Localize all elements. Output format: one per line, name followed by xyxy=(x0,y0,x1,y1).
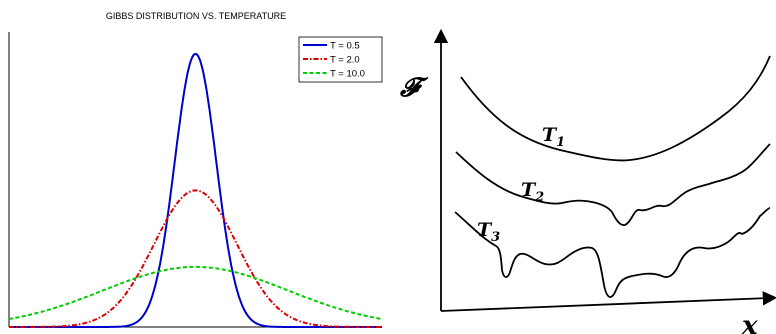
curve-label-t3: T3 xyxy=(477,219,500,245)
legend-label-t2: T = 2.0 xyxy=(330,55,360,66)
free-energy-chart: 𝓕 x T1 T2 T3 xyxy=(399,28,776,334)
gibbs-chart: GIBBS DISTRIBUTION VS. TEMPERATURE T = 0… xyxy=(8,11,383,328)
series-line-2 xyxy=(8,265,383,320)
curve-label-t1-name: T xyxy=(542,124,558,146)
legend-label-t10: T = 10.0 xyxy=(330,69,365,80)
legend-label-t05: T = 0.5 xyxy=(330,41,360,52)
curve-t3 xyxy=(454,207,771,298)
curve-t2 xyxy=(455,143,771,226)
x-axis-arrow xyxy=(440,291,776,312)
curve-label-t2-name: T xyxy=(521,179,537,201)
series-line-1 xyxy=(9,189,382,328)
curve-label-t2-sub: 2 xyxy=(534,190,544,205)
f-axis-label: 𝓕 xyxy=(399,73,429,103)
curve-label-t3-name: T xyxy=(477,219,493,241)
curve-label-t1-sub: 1 xyxy=(556,135,565,150)
curve-label-t1: T1 xyxy=(542,124,565,150)
curve-t1 xyxy=(460,55,771,162)
curve-label-t3-sub: 3 xyxy=(491,230,500,245)
legend: T = 0.5 T = 2.0 T = 10.0 xyxy=(298,36,383,83)
curve-label-t2: T2 xyxy=(521,179,544,205)
series-lines xyxy=(8,52,383,328)
chart-title: GIBBS DISTRIBUTION VS. TEMPERATURE xyxy=(106,11,286,21)
series-line-0 xyxy=(9,52,382,328)
x-axis-label: x xyxy=(741,311,758,334)
